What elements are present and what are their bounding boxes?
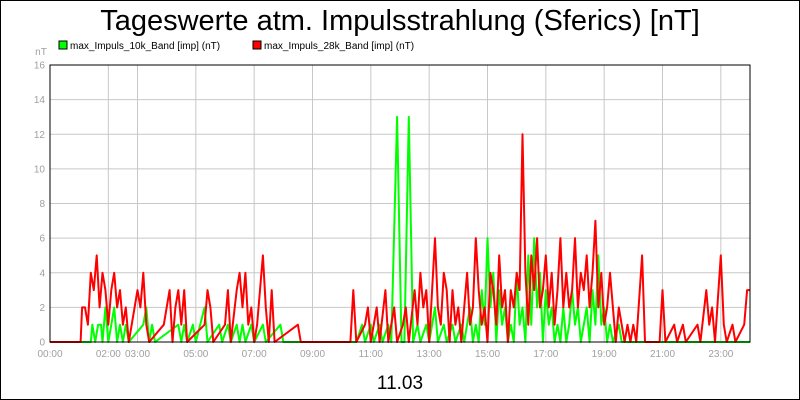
y-tick-label-2: 4 xyxy=(39,268,45,279)
x-tick-label-5: 09:00 xyxy=(300,349,325,360)
series-lines xyxy=(50,115,750,343)
legend-swatch-1 xyxy=(252,40,262,50)
y-tick-label-0: 0 xyxy=(39,338,45,349)
x-tick-label-8: 15:00 xyxy=(475,349,500,360)
x-tick-label-9: 17:00 xyxy=(533,349,558,360)
x-tick-label-10: 19:00 xyxy=(592,349,617,360)
x-tick-label-3: 05:00 xyxy=(183,349,208,360)
y-tick-label-1: 2 xyxy=(39,303,45,314)
legend: max_Impuls_10k_Band [imp] (nT) max_Impuls… xyxy=(58,40,414,52)
y-tick-label-7: 14 xyxy=(34,95,46,106)
series-line-0 xyxy=(50,115,750,343)
x-tick-label-4: 07:00 xyxy=(242,349,267,360)
y-tick-label-3: 6 xyxy=(39,234,45,245)
y-axis-unit-label: nT xyxy=(35,47,47,58)
legend-label-0: max_Impuls_10k_Band [imp] (nT) xyxy=(70,41,220,52)
y-tick-label-8: 16 xyxy=(34,61,46,72)
chart-title: Tageswerte atm. Impulsstrahlung (Sferics… xyxy=(100,5,700,37)
legend-swatch-0 xyxy=(58,40,68,50)
series-line-1 xyxy=(50,133,750,343)
y-tick-label-6: 12 xyxy=(34,130,46,141)
x-axis-label: 11.03 xyxy=(377,373,423,394)
x-tick-label-2: 03:00 xyxy=(125,349,150,360)
y-tick-label-5: 10 xyxy=(34,164,46,175)
x-tick-label-11: 21:00 xyxy=(650,349,675,360)
x-tick-label-1: 02:00 xyxy=(96,349,121,360)
y-tick-label-4: 8 xyxy=(39,199,45,210)
x-tick-label-7: 13:00 xyxy=(417,349,442,360)
tick-labels: 0 2 4 6 8 10 12 14 16 00:00 02:00 03:00 05:00 07:00 09… xyxy=(34,61,734,361)
grid xyxy=(49,64,750,343)
x-tick-label-6: 11:00 xyxy=(359,349,384,360)
x-tick-label-0: 00:00 xyxy=(37,349,62,360)
plot-area-border xyxy=(49,64,751,343)
x-tick-label-12: 23:00 xyxy=(708,349,733,360)
legend-label-1: max_Impuls_28k_Band [imp] (nT) xyxy=(264,41,414,52)
